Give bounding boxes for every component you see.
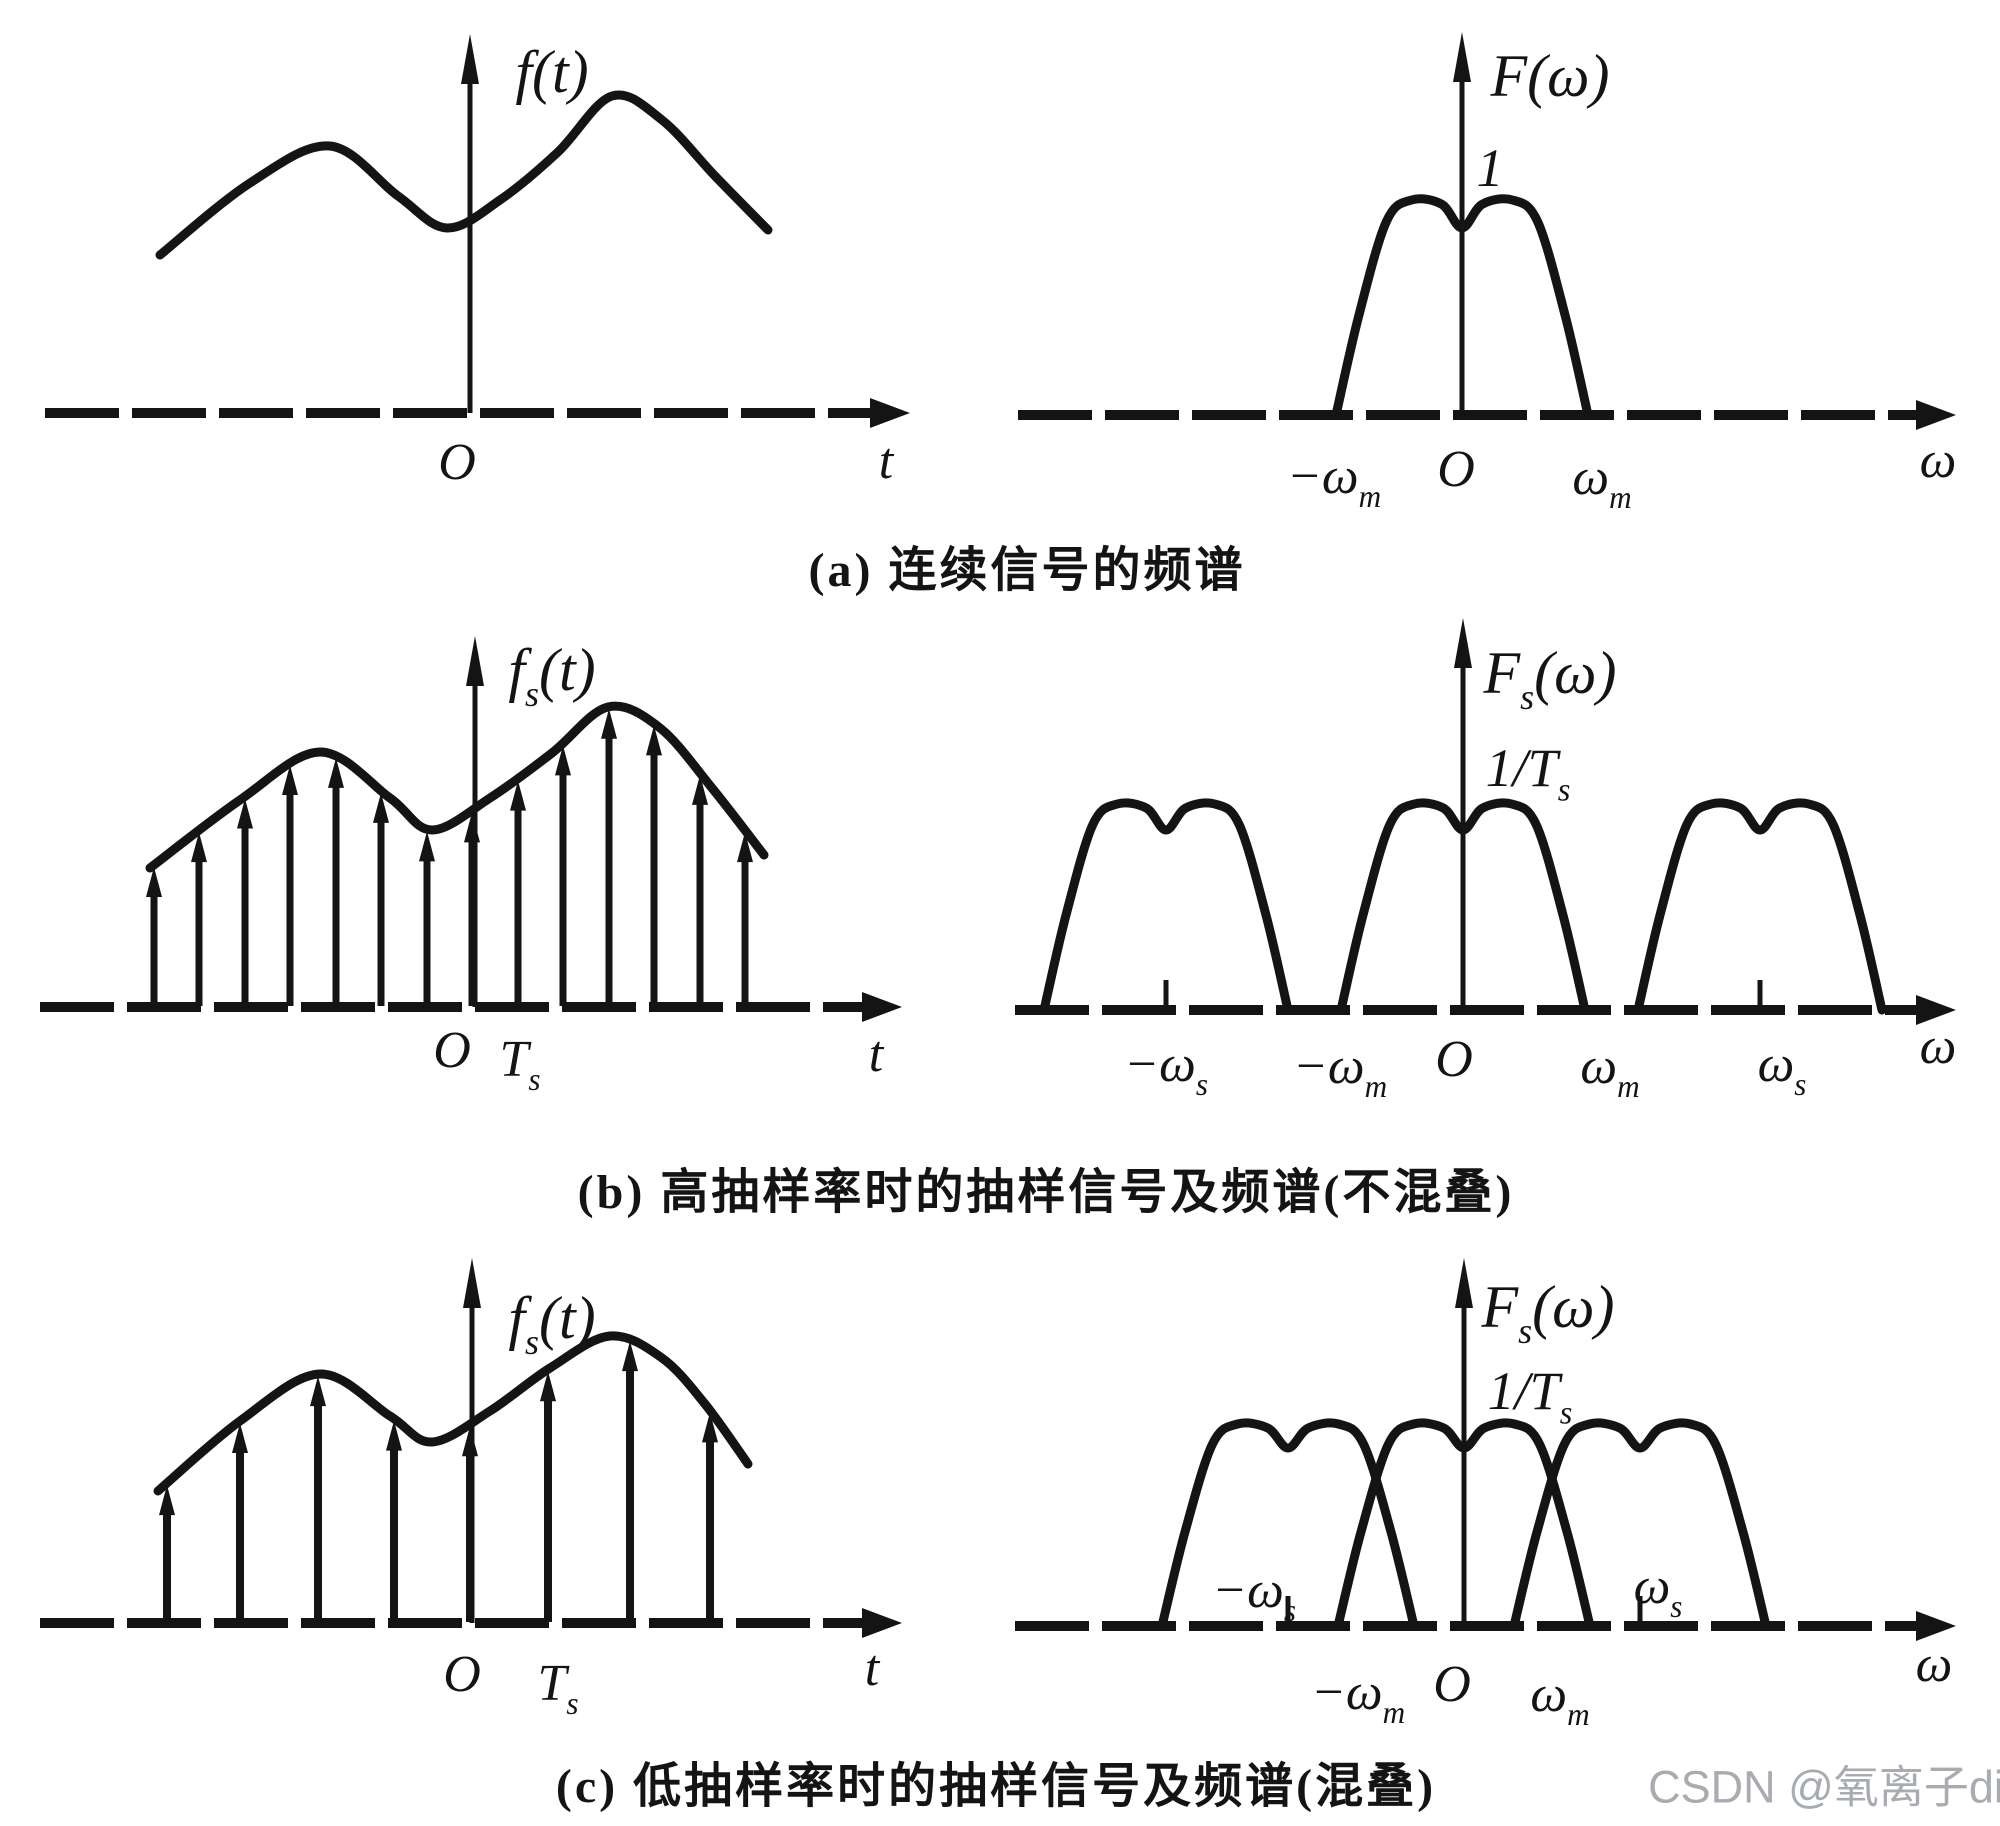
impulse-arrowhead — [159, 1485, 175, 1516]
impulse-arrowhead — [646, 725, 662, 756]
caption-c: (c) 低抽样率时的抽样信号及频谱(混叠) — [555, 1760, 1437, 1813]
impulse-arrowhead — [310, 1376, 326, 1407]
y-axis-arrowhead — [461, 34, 479, 84]
fsw-label: Fs(ω) — [1481, 1274, 1615, 1352]
y-axis-arrowhead — [466, 636, 484, 686]
impulse-arrowhead — [702, 1412, 718, 1443]
impulse-arrowhead — [601, 708, 617, 739]
t-axis-label: t — [864, 1640, 880, 1697]
impulse-arrowhead — [737, 832, 753, 863]
omega-s-label: ωs — [1633, 1558, 1683, 1625]
ts-label: Ts — [537, 1655, 579, 1722]
panel-b-spectrum-plot — [1015, 618, 1956, 1025]
spectrum-replica-curve — [1039, 798, 1293, 1015]
origin-label: O — [438, 434, 476, 491]
spectrum-replica-curve — [1331, 194, 1593, 420]
ts-label: Ts — [499, 1031, 541, 1098]
watermark: CSDN @氧离子di — [1648, 1761, 2000, 1813]
signal-envelope-curve — [155, 90, 773, 260]
caption-a: (a) 连续信号的频谱 — [808, 544, 1246, 597]
ft-label: f(t) — [515, 39, 589, 105]
neg-omega-s-label: −ωs — [1212, 1562, 1296, 1629]
impulse-arrowhead — [146, 866, 162, 897]
t-axis-label: t — [868, 1026, 884, 1083]
x-axis-arrowhead — [1916, 400, 1956, 430]
origin-label: O — [433, 1022, 471, 1079]
impulse-arrowhead — [540, 1371, 556, 1402]
signal-envelope-curve — [153, 1331, 753, 1496]
x-axis-arrowhead — [1916, 995, 1956, 1025]
y-axis-arrowhead — [1455, 1258, 1473, 1308]
neg-omega-m-label: −ωm — [1286, 448, 1382, 515]
fst-label: fs(t) — [508, 1285, 596, 1363]
impulse-arrowhead — [232, 1423, 248, 1453]
omega-axis-label: ω — [1915, 1636, 1953, 1693]
impulse-arrowhead — [419, 831, 435, 862]
x-axis-arrowhead — [1916, 1611, 1956, 1641]
impulse-arrowhead — [464, 812, 480, 843]
signal-envelope-curve — [145, 701, 769, 873]
neg-omega-m-label: −ωm — [1310, 1664, 1406, 1731]
omega-axis-label: ω — [1919, 1018, 1957, 1075]
omega-m-label: ωm — [1580, 1038, 1640, 1105]
omega-axis-label: ω — [1919, 432, 1957, 489]
spectrum-replica-curve — [1633, 798, 1887, 1015]
impulse-arrowhead — [510, 780, 526, 811]
panel-c-spectrum-plot — [1015, 1258, 1956, 1641]
omega-m-label: ωm — [1530, 1666, 1590, 1733]
impulse-arrowhead — [191, 832, 207, 863]
impulse-arrowhead — [386, 1420, 402, 1451]
impulse-arrowhead — [462, 1426, 478, 1457]
one-over-ts-label: 1/Ts — [1485, 738, 1571, 809]
omega-m-label: ωm — [1572, 449, 1632, 516]
impulse-arrowhead — [328, 757, 344, 788]
x-axis-arrowhead — [862, 1608, 902, 1638]
fsw-label: Fs(ω) — [1483, 640, 1617, 718]
spectrum-replica-curve — [1336, 798, 1590, 1015]
panel-a-spectrum-plot — [1018, 32, 1956, 430]
caption-b: (b) 高抽样率时的抽样信号及频谱(不混叠) — [577, 1166, 1515, 1219]
panel-b-sampled-signal-plot — [40, 636, 902, 1022]
panel-c-sampled-signal-plot — [40, 1258, 902, 1638]
origin-label: O — [443, 1646, 481, 1703]
impulse-arrowhead — [237, 798, 253, 829]
fst-label: fs(t) — [508, 637, 596, 715]
origin-label: O — [1433, 1656, 1471, 1713]
panel-a-time-plot — [45, 34, 910, 428]
omega-s-label: ωs — [1757, 1036, 1807, 1103]
impulse-arrowhead — [555, 745, 571, 776]
impulse-arrowhead — [373, 792, 389, 823]
neg-omega-s-label: −ωs — [1124, 1036, 1208, 1103]
y-axis-arrowhead — [463, 1258, 481, 1308]
x-axis-arrowhead — [862, 992, 902, 1022]
amplitude-one-label: 1 — [1476, 138, 1504, 198]
neg-omega-m-label: −ωm — [1292, 1038, 1388, 1105]
fw-label: F(ω) — [1490, 43, 1610, 109]
impulse-arrowhead — [282, 764, 298, 795]
impulse-arrowhead — [692, 774, 708, 805]
y-axis-arrowhead — [1453, 32, 1471, 82]
spectrum-replica-curve — [1509, 1418, 1771, 1631]
origin-label: O — [1437, 441, 1475, 498]
t-axis-label: t — [878, 433, 894, 490]
origin-label: O — [1435, 1031, 1473, 1088]
impulse-arrowhead — [622, 1341, 638, 1372]
y-axis-arrowhead — [1454, 618, 1472, 668]
one-over-ts-label: 1/Ts — [1487, 1361, 1573, 1432]
x-axis-arrowhead — [870, 398, 910, 428]
